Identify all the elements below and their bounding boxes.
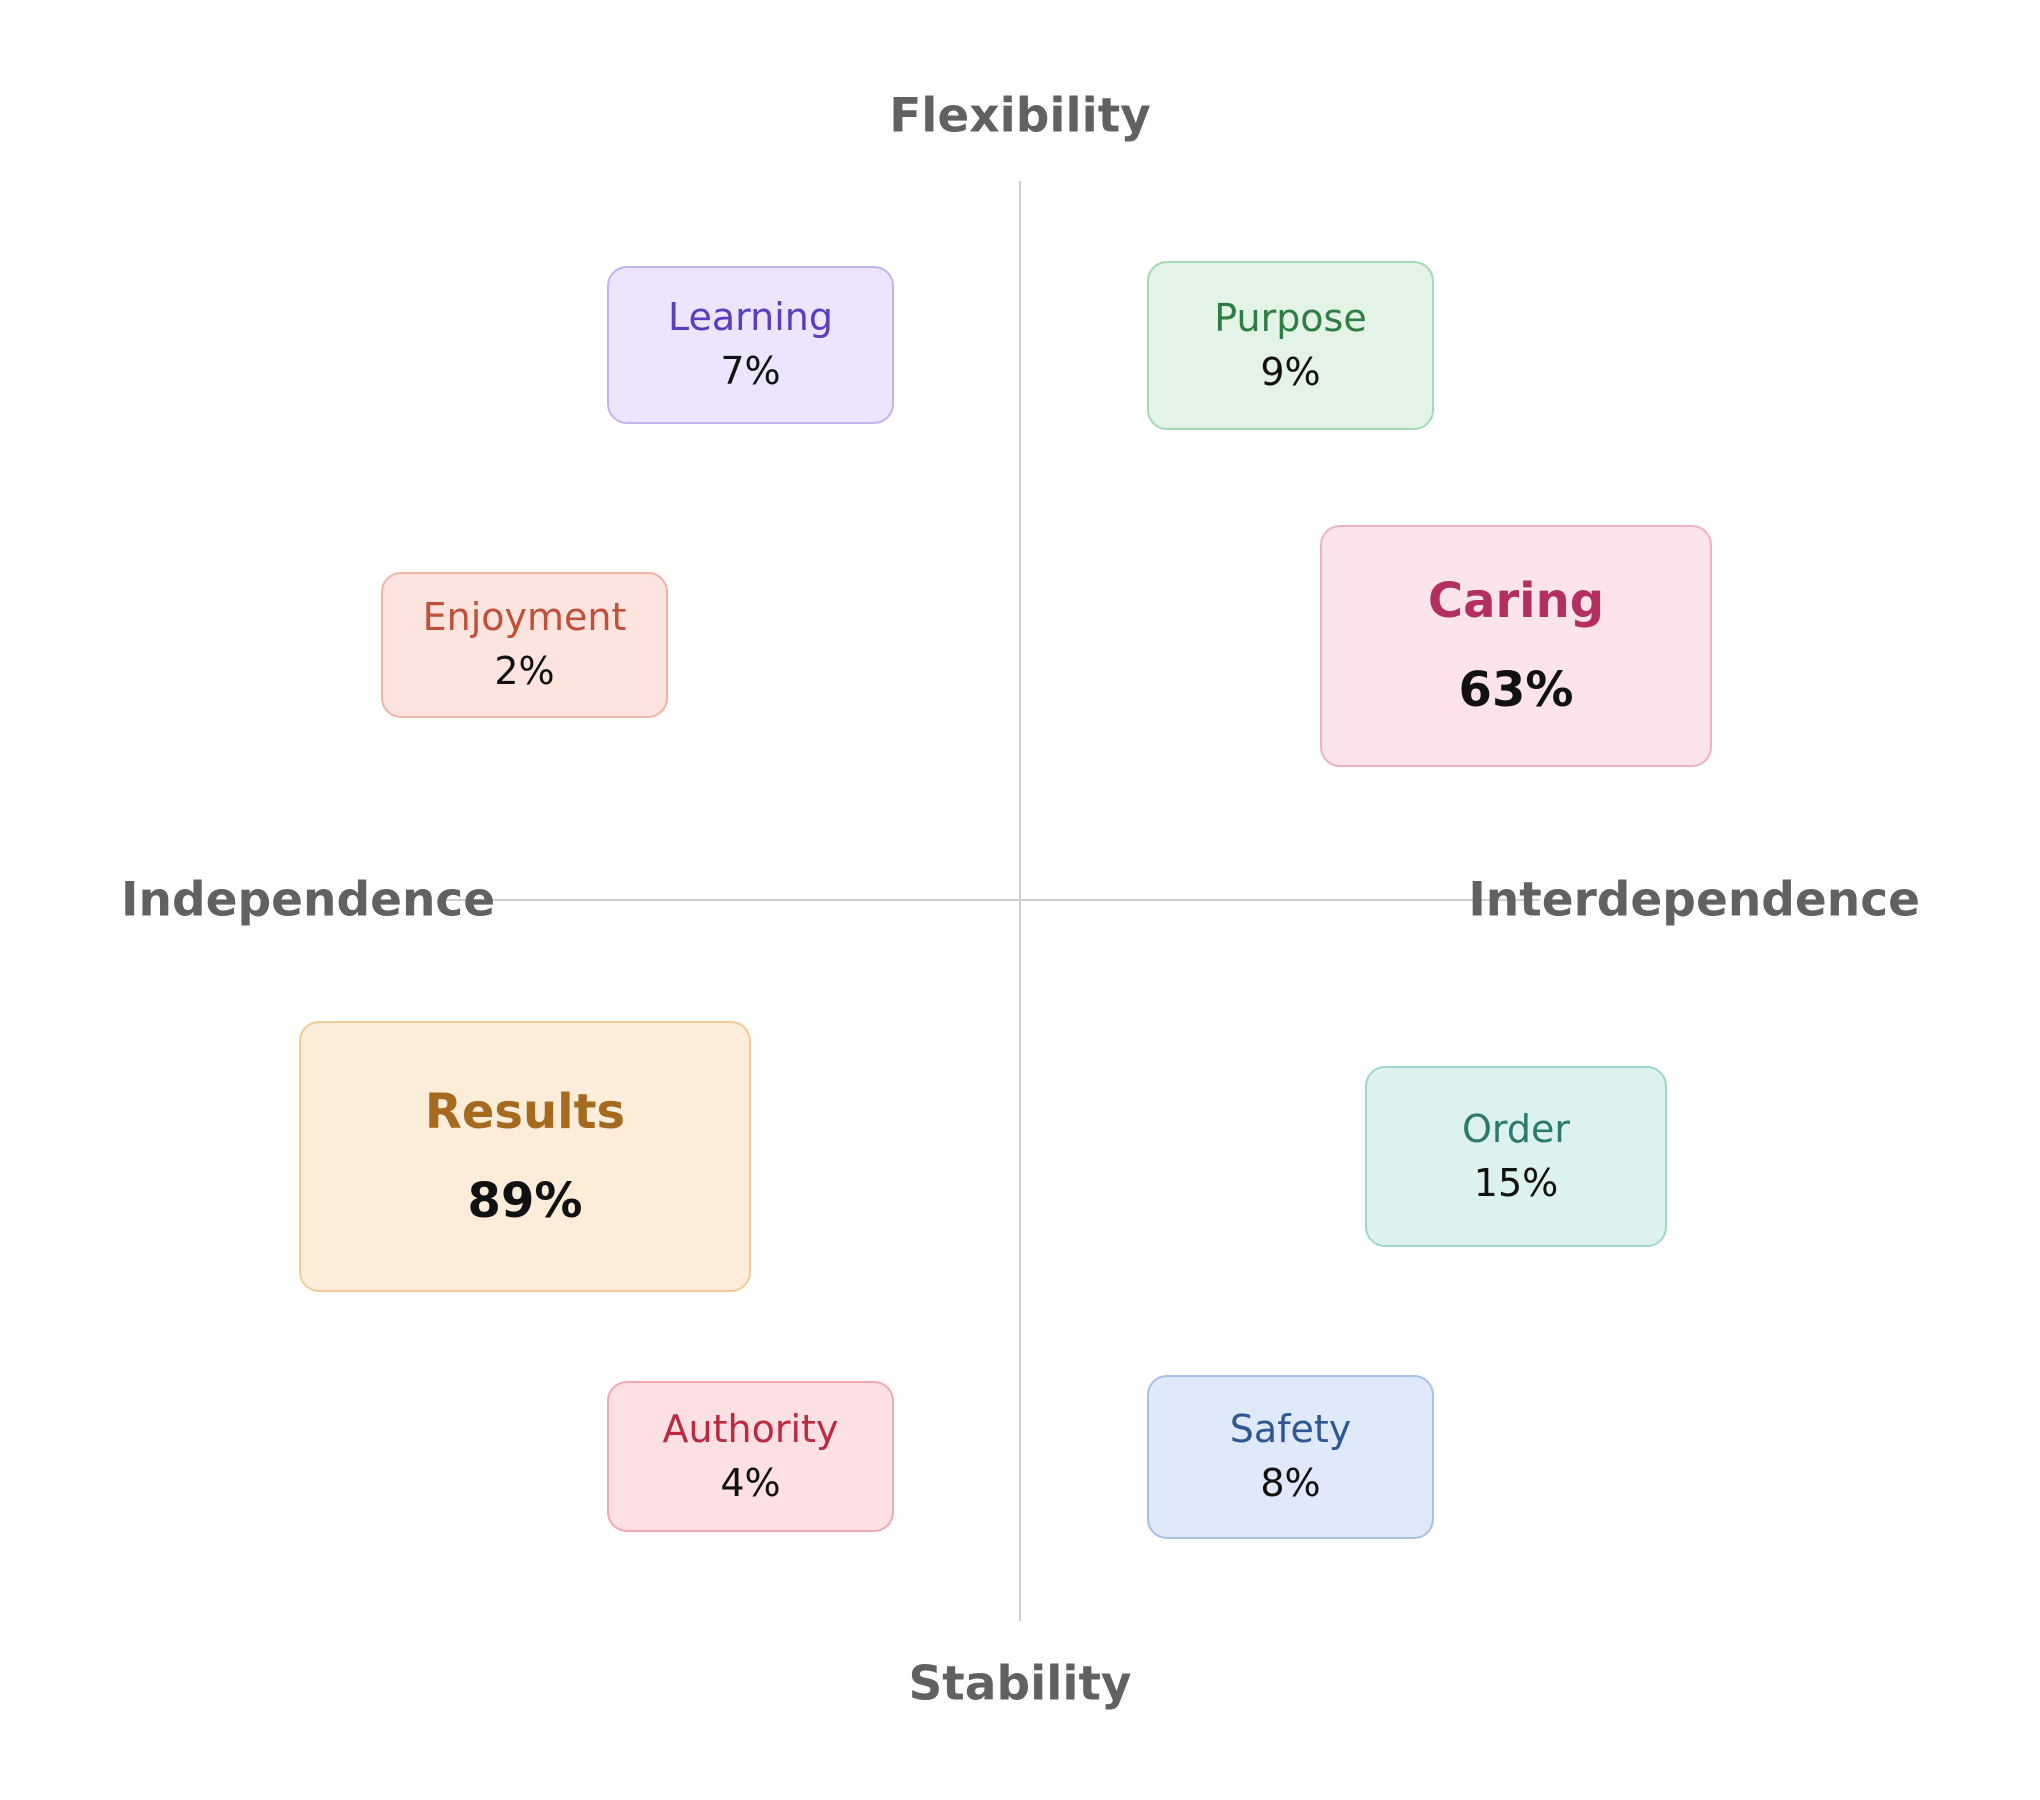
axis-label-independence: Independence — [121, 872, 496, 928]
card-learning: Learning 7% — [607, 266, 894, 424]
card-name: Purpose — [1214, 295, 1367, 340]
card-value: 8% — [1260, 1461, 1321, 1505]
card-name: Enjoyment — [422, 595, 627, 640]
card-caring: Caring 63% — [1320, 525, 1712, 767]
card-name: Order — [1462, 1106, 1570, 1151]
card-value: 4% — [720, 1460, 781, 1505]
card-value: 7% — [720, 349, 781, 393]
card-value: 9% — [1260, 349, 1321, 394]
card-value: 89% — [467, 1172, 583, 1229]
card-purpose: Purpose 9% — [1147, 261, 1434, 430]
card-value: 63% — [1458, 662, 1574, 718]
card-enjoyment: Enjoyment 2% — [381, 572, 668, 718]
card-authority: Authority 4% — [607, 1381, 894, 1532]
card-name: Authority — [662, 1406, 839, 1451]
card-value: 15% — [1473, 1160, 1559, 1205]
axis-label-stability: Stability — [908, 1656, 1132, 1712]
card-safety: Safety 8% — [1147, 1375, 1434, 1539]
axis-label-flexibility: Flexibility — [889, 88, 1151, 144]
card-name: Safety — [1229, 1407, 1352, 1452]
card-value: 2% — [494, 649, 555, 693]
vertical-axis-line — [1019, 181, 1021, 1621]
card-name: Results — [424, 1083, 626, 1140]
card-order: Order 15% — [1365, 1066, 1667, 1247]
card-results: Results 89% — [299, 1021, 751, 1292]
card-name: Learning — [668, 295, 833, 340]
card-name: Caring — [1427, 573, 1605, 630]
axis-label-interdependence: Interdependence — [1468, 872, 1920, 928]
horizontal-axis-line — [437, 899, 1540, 901]
